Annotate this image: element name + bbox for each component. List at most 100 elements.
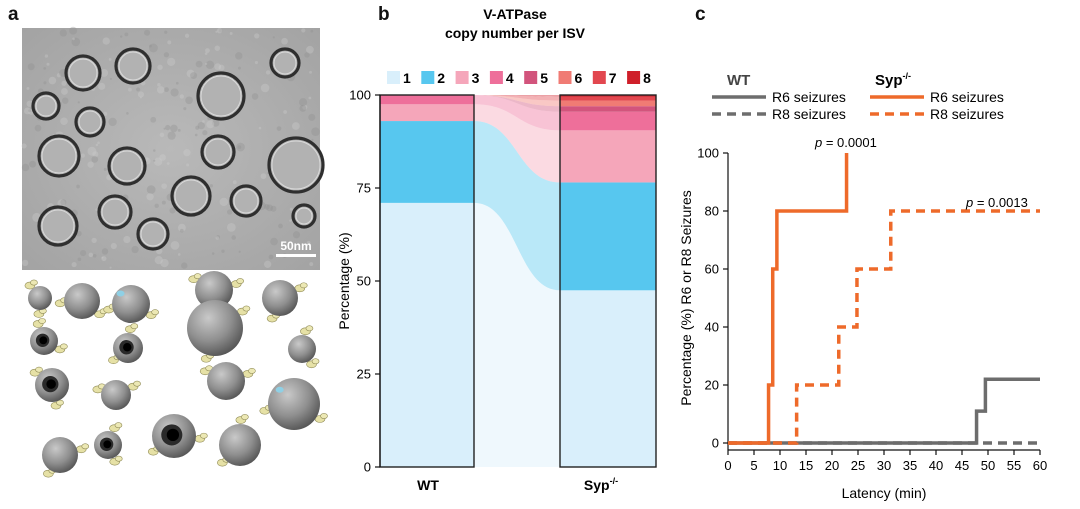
vesicle-cap: [275, 386, 284, 393]
em-speck: [153, 149, 156, 152]
chart-b-category-syp-name: Syp: [584, 477, 610, 493]
em-speck: [268, 254, 274, 260]
em-speck: [212, 119, 220, 127]
flow-band-7: [474, 95, 560, 101]
em-speck: [26, 100, 33, 107]
em-speck: [309, 262, 314, 267]
em-vesicle-halo: [204, 138, 232, 166]
v-atpase-particle: [60, 343, 68, 350]
em-speck: [219, 28, 223, 33]
em-speck: [56, 73, 61, 78]
em-speck: [229, 32, 233, 35]
em-speck: [186, 69, 195, 78]
em-speck: [175, 81, 179, 85]
em-speck: [236, 142, 245, 152]
v-atpase-particle: [130, 323, 139, 330]
v-atpase-particle: [30, 279, 38, 286]
em-speck: [289, 219, 292, 222]
v-atpase-particle: [305, 325, 314, 332]
em-speck: [258, 126, 262, 130]
legend-swatch-7: [592, 71, 606, 84]
x-tick-label: 5: [750, 458, 757, 473]
series-line-syp-r8-seizures: [728, 209, 1040, 445]
em-speck: [43, 67, 47, 70]
vesicle-sphere: [42, 437, 78, 473]
em-speck: [43, 81, 47, 85]
em-speck: [108, 117, 117, 127]
chart-b-category-syp-sup: -/-: [610, 476, 619, 486]
em-vesicle-halo: [273, 51, 297, 75]
em-speck: [263, 260, 272, 268]
em-speck: [310, 29, 314, 33]
legend-swatch-4: [489, 71, 503, 84]
v-atpase-particle: [241, 414, 249, 420]
em-speck: [149, 43, 158, 53]
em-speck: [218, 64, 225, 71]
v-atpase-particle: [35, 366, 43, 373]
vesicle-sphere: [288, 335, 316, 363]
em-speck: [299, 104, 307, 112]
v-atpase-particle: [320, 413, 328, 419]
em-speck: [232, 180, 237, 185]
vesicle-opening-core: [103, 440, 112, 449]
chart-b-y-label: Percentage (%): [336, 232, 352, 329]
v-atpase-particle: [248, 367, 256, 374]
bar-segment-syp-3: [560, 130, 656, 183]
legend-label-1: 1: [403, 70, 411, 86]
em-speck: [87, 161, 94, 168]
em-speck: [251, 93, 259, 100]
em-speck: [227, 209, 233, 215]
x-tick-label: 50: [981, 458, 995, 473]
em-speck: [219, 197, 229, 207]
em-speck: [153, 157, 163, 166]
legend-swatch-8: [627, 71, 641, 84]
em-speck: [311, 138, 314, 142]
em-speck: [309, 70, 312, 74]
em-speck: [308, 113, 316, 121]
em-vesicle-halo: [101, 198, 129, 226]
flow-band-3: [474, 104, 560, 183]
em-vesicle-halo: [271, 140, 321, 190]
em-speck: [302, 104, 308, 110]
legend-label-syp-r8: R8 seizures: [930, 106, 1004, 122]
panel-c-chart: WT Syp-/- R6 seizures R8 seizures R6 sei…: [678, 71, 1047, 501]
em-speck: [186, 163, 190, 167]
flow-band-8: [474, 95, 560, 97]
em-speck: [177, 253, 181, 256]
em-speck: [167, 40, 172, 45]
em-speck: [29, 160, 37, 168]
x-tick-label: 60: [1033, 458, 1047, 473]
chart-c-legend-wt-title: WT: [727, 72, 750, 89]
bar-segment-wt-3: [380, 104, 474, 122]
legend-label-4: 4: [506, 70, 514, 86]
em-speck: [166, 162, 170, 165]
v-atpase-particle: [38, 318, 46, 324]
em-speck: [237, 66, 241, 70]
vesicle-sphere: [262, 280, 298, 316]
bar-outline-syp: [559, 94, 657, 468]
p-value-annotation-1: p = 0.0001: [814, 135, 877, 150]
em-speck: [278, 223, 283, 229]
em-speck: [163, 52, 170, 58]
em-speck: [181, 262, 188, 269]
panel-label-c: c: [695, 4, 706, 25]
em-vesicle: [31, 91, 61, 121]
em-speck: [184, 33, 190, 38]
panel-label-a: a: [8, 4, 19, 25]
em-vesicle: [170, 175, 212, 217]
em-speck: [57, 199, 66, 208]
em-vesicle-halo: [78, 110, 102, 134]
y-tick-label: 80: [705, 204, 719, 219]
em-speck: [144, 29, 151, 36]
x-tick-label: 30: [877, 458, 891, 473]
chart-b-legend: 1 2 3 4 5 6 7 8: [387, 70, 651, 86]
chart-c-ticks: 0 5 10 15 20 25 30 35 40 45 50 55 60 0 20 40 60 80 100: [697, 146, 1047, 474]
v-atpase-particle: [56, 399, 64, 406]
em-speck: [177, 128, 181, 132]
em-speck: [304, 52, 310, 58]
y-tick-label: 40: [705, 320, 719, 335]
em-speck: [103, 111, 108, 117]
em-speck: [235, 52, 243, 60]
chart-c-legend-syp-title: Syp-/-: [875, 71, 911, 89]
